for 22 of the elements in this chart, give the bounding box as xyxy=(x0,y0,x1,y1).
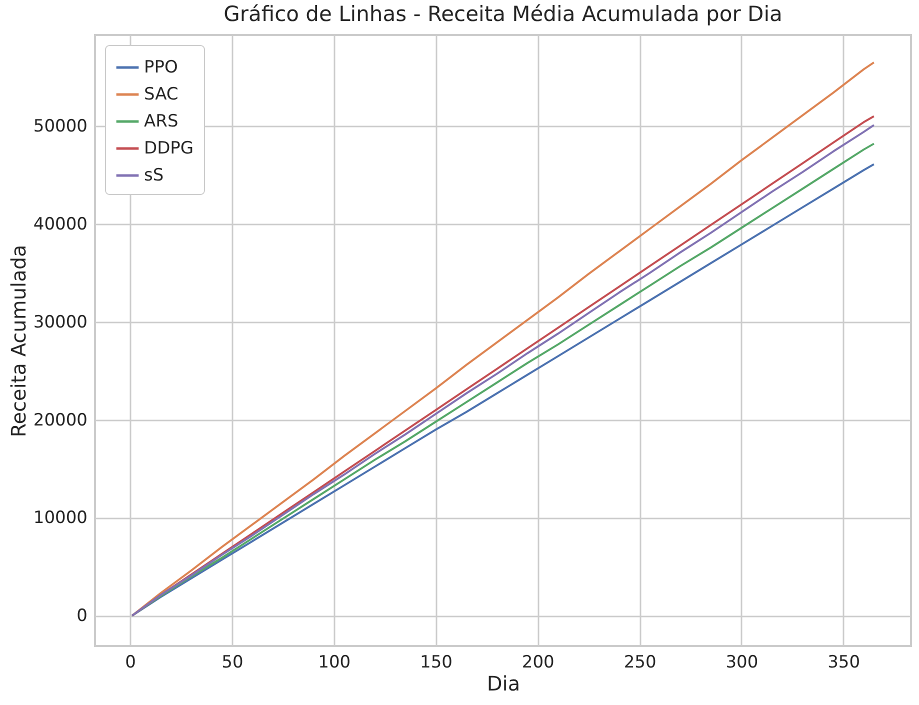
legend-label: SAC xyxy=(144,84,178,104)
y-tick-label: 40000 xyxy=(33,214,88,234)
y-tick-label: 0 xyxy=(76,606,88,626)
y-axis-title: Receita Acumulada xyxy=(6,244,30,438)
legend-label: sS xyxy=(144,166,164,186)
x-tick-label: 100 xyxy=(318,652,351,672)
y-tick-label: 20000 xyxy=(33,410,88,430)
y-tick-label: 10000 xyxy=(33,508,88,528)
x-axis-title: Dia xyxy=(486,672,520,696)
legend-label: DDPG xyxy=(144,138,194,158)
legend-label: PPO xyxy=(144,58,178,78)
x-tick-label: 300 xyxy=(726,652,758,672)
x-tick-label: 250 xyxy=(624,652,656,672)
x-tick-label: 0 xyxy=(125,652,136,672)
x-tick-label: 200 xyxy=(522,652,554,672)
x-tick-label: 50 xyxy=(222,652,244,672)
x-tick-label: 150 xyxy=(420,652,452,672)
y-tick-label: 30000 xyxy=(33,312,88,332)
x-tick-label: 350 xyxy=(828,652,860,672)
legend-label: ARS xyxy=(144,112,178,132)
y-tick-label: 50000 xyxy=(33,116,88,137)
chart-title: Gráfico de Linhas - Receita Média Acumulada por Dia xyxy=(224,2,782,26)
